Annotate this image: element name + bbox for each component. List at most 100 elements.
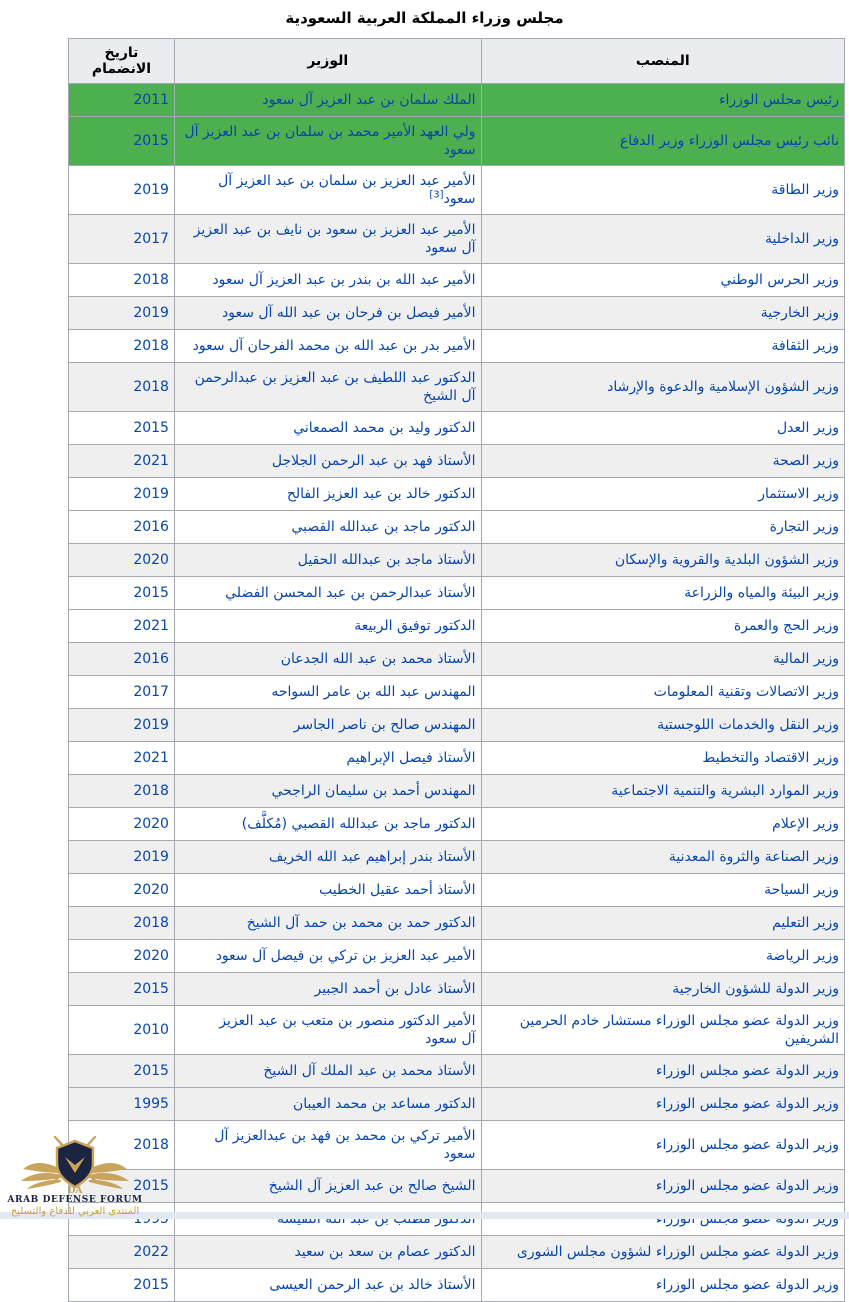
join-year-link[interactable]: 2015 <box>133 1178 169 1194</box>
minister-link[interactable]: الأستاذ عادل بن أحمد الجبير <box>314 981 476 997</box>
position-link[interactable]: وزير الشؤون البلدية والقروية والإسكان <box>614 552 839 568</box>
join-year-link[interactable]: 2016 <box>133 651 169 667</box>
position-link[interactable]: وزير الصناعة والثروة المعدنية <box>668 849 839 865</box>
minister-link[interactable]: المهندس أحمد بن سليمان الراجحي <box>271 783 476 799</box>
minister-link[interactable]: الأستاذ أحمد عقيل الخطيب <box>318 882 476 898</box>
minister-link[interactable]: الأستاذ فهد بن عبد الرحمن الجلاجل <box>271 453 476 469</box>
minister-link[interactable]: الملك سلمان بن عبد العزيز آل سعود <box>262 92 476 108</box>
position-link[interactable]: وزير الحج والعمرة <box>733 618 839 634</box>
join-year-link[interactable]: 2019 <box>133 849 169 865</box>
minister-link[interactable]: الدكتور عبد اللطيف بن عبد العزيز بن عبدا… <box>194 370 476 404</box>
minister-link[interactable]: الأستاذ فيصل الإبراهيم <box>346 750 476 766</box>
position-link[interactable]: وزير الدولة عضو مجلس الوزراء <box>655 1137 839 1153</box>
join-year-link[interactable]: 2015 <box>133 420 169 436</box>
position-link[interactable]: وزير الحرس الوطني <box>720 272 839 288</box>
join-year-link[interactable]: 2010 <box>133 1022 169 1038</box>
minister-link[interactable]: الأمير عبد العزيز بن سلمان بن عبد العزيز… <box>218 173 476 207</box>
join-year-link[interactable]: 2015 <box>133 1277 169 1293</box>
position-link[interactable]: وزير الاستثمار <box>758 486 839 502</box>
position-link[interactable]: وزير الاقتصاد والتخطيط <box>702 750 839 766</box>
join-year-link[interactable]: 2019 <box>133 182 169 198</box>
position-link[interactable]: رئيس مجلس الوزراء <box>718 92 839 108</box>
minister-link[interactable]: الدكتور وليد بن محمد الصمعاني <box>293 420 476 436</box>
position-link[interactable]: وزير النقل والخدمات اللوجستية <box>657 717 839 733</box>
minister-link[interactable]: المهندس عبد الله بن عامر السواحه <box>271 684 476 700</box>
minister-link[interactable]: المهندس صالح بن ناصر الجاسر <box>293 717 476 733</box>
position-link[interactable]: وزير الدولة عضو مجلس الوزراء <box>655 1178 839 1194</box>
position-link[interactable]: وزير الصحة <box>772 453 839 469</box>
join-year-link[interactable]: 2015 <box>133 133 169 149</box>
join-year-link[interactable]: 1995 <box>133 1096 169 1112</box>
minister-link[interactable]: الأمير عبد العزيز بن سعود بن نايف بن عبد… <box>193 222 476 256</box>
minister-link[interactable]: الدكتور ماجد بن عبدالله القصبي (مُكلَّف) <box>241 816 476 832</box>
join-year-link[interactable]: 2016 <box>133 519 169 535</box>
join-year-link[interactable]: 2019 <box>133 486 169 502</box>
minister-link[interactable]: الأستاذ بندر إبراهيم عبد الله الخريف <box>268 849 476 865</box>
join-year-link[interactable]: 2015 <box>133 1063 169 1079</box>
minister-link[interactable]: الدكتور عصام بن سعد بن سعيد <box>294 1244 476 1260</box>
join-year-link[interactable]: 2018 <box>133 379 169 395</box>
join-year-link[interactable]: 2019 <box>133 717 169 733</box>
position-link[interactable]: وزير الشؤون الإسلامية والدعوة والإرشاد <box>607 379 839 395</box>
position-link[interactable]: وزير التعليم <box>772 915 839 931</box>
position-link[interactable]: وزير الدولة عضو مجلس الوزراء <box>655 1096 839 1112</box>
join-year-link[interactable]: 2015 <box>133 585 169 601</box>
minister-link[interactable]: الأمير عبد العزيز بن تركي بن فيصل آل سعو… <box>215 948 476 964</box>
join-year-link[interactable]: 2022 <box>133 1244 169 1260</box>
minister-link[interactable]: الدكتور توفيق الربيعة <box>354 618 476 634</box>
join-year-link[interactable]: 2018 <box>133 915 169 931</box>
position-link[interactable]: وزير الدولة عضو مجلس الوزراء لشؤون مجلس … <box>516 1244 839 1260</box>
position-link[interactable]: وزير الإعلام <box>772 816 839 832</box>
minister-link[interactable]: الأمير الدكتور منصور بن متعب بن عبد العز… <box>219 1013 476 1047</box>
minister-link[interactable]: الأستاذ عبدالرحمن بن عبد المحسن الفضلي <box>225 585 476 601</box>
minister-link[interactable]: الدكتور مساعد بن محمد العيبان <box>292 1096 476 1112</box>
footnote-ref[interactable]: [3] <box>429 189 444 201</box>
join-year-link[interactable]: 2020 <box>133 552 169 568</box>
join-year-link[interactable]: 2018 <box>133 1137 169 1153</box>
minister-link[interactable]: ولي العهد الأمير محمد بن سلمان بن عبد ال… <box>184 124 476 158</box>
join-year-link[interactable]: 2020 <box>133 816 169 832</box>
join-year-link[interactable]: 2018 <box>133 783 169 799</box>
position-link[interactable]: وزير الطاقة <box>771 182 839 198</box>
minister-link[interactable]: الشيخ صالح بن عبد العزيز آل الشيخ <box>268 1178 476 1194</box>
minister-link[interactable]: الدكتور ماجد بن عبدالله القصبي <box>291 519 476 535</box>
join-year-link[interactable]: 2021 <box>133 750 169 766</box>
position-link[interactable]: وزير السياحة <box>764 882 839 898</box>
join-year-link[interactable]: 2021 <box>133 618 169 634</box>
position-link[interactable]: وزير الداخلية <box>764 231 839 247</box>
minister-link[interactable]: الدكتور حمد بن محمد بن حمد آل الشيخ <box>246 915 476 931</box>
join-year-link[interactable]: 2018 <box>133 338 169 354</box>
position-link[interactable]: وزير البيئة والمياه والزراعة <box>684 585 839 601</box>
position-link[interactable]: وزير الدولة عضو مجلس الوزراء <box>655 1063 839 1079</box>
minister-link[interactable]: الأمير فيصل بن فرحان بن عبد الله آل سعود <box>221 305 476 321</box>
position-link[interactable]: وزير المالية <box>772 651 839 667</box>
position-link[interactable]: وزير الدولة عضو مجلس الوزراء مستشار خادم… <box>519 1013 839 1047</box>
position-link[interactable]: وزير الرياضة <box>765 948 839 964</box>
join-year-link[interactable]: 2017 <box>133 684 169 700</box>
minister-link[interactable]: الأستاذ محمد بن عبد الملك آل الشيخ <box>263 1063 476 1079</box>
join-year-link[interactable]: 2015 <box>133 981 169 997</box>
minister-link[interactable]: الأستاذ محمد بن عبد الله الجدعان <box>280 651 476 667</box>
minister-link[interactable]: الأستاذ خالد بن عبد الرحمن العيسى <box>269 1277 476 1293</box>
minister-link[interactable]: الأمير بدر بن عبد الله بن محمد الفرحان آ… <box>192 338 476 354</box>
join-year-link[interactable]: 2018 <box>133 272 169 288</box>
position-link[interactable]: نائب رئيس مجلس الوزراء وزير الدفاع <box>619 133 839 149</box>
join-year-link[interactable]: 2019 <box>133 305 169 321</box>
minister-link[interactable]: الأستاذ ماجد بن عبدالله الحقيل <box>297 552 476 568</box>
join-year-link[interactable]: 2021 <box>133 453 169 469</box>
position-link[interactable]: وزير الاتصالات وتقنية المعلومات <box>653 684 839 700</box>
join-year-link[interactable]: 2020 <box>133 882 169 898</box>
join-year-link[interactable]: 2017 <box>133 231 169 247</box>
join-year-link[interactable]: 2020 <box>133 948 169 964</box>
minister-link[interactable]: الدكتور خالد بن عبد العزيز الفالح <box>286 486 476 502</box>
position-link[interactable]: وزير الدولة عضو مجلس الوزراء <box>655 1277 839 1293</box>
join-year-link[interactable]: 2011 <box>133 92 169 108</box>
position-link[interactable]: وزير الموارد البشرية والتنمية الاجتماعية <box>611 783 839 799</box>
position-link[interactable]: وزير العدل <box>776 420 839 436</box>
minister-link[interactable]: الأمير تركي بن محمد بن فهد بن عبدالعزيز … <box>214 1128 476 1162</box>
position-link[interactable]: وزير التجارة <box>769 519 839 535</box>
minister-link[interactable]: الأمير عبد الله بن بندر بن عبد العزيز آل… <box>212 272 476 288</box>
position-link[interactable]: وزير الدولة للشؤون الخارجية <box>672 981 839 997</box>
position-link[interactable]: وزير الثقافة <box>771 338 839 354</box>
position-link[interactable]: وزير الخارجية <box>760 305 839 321</box>
